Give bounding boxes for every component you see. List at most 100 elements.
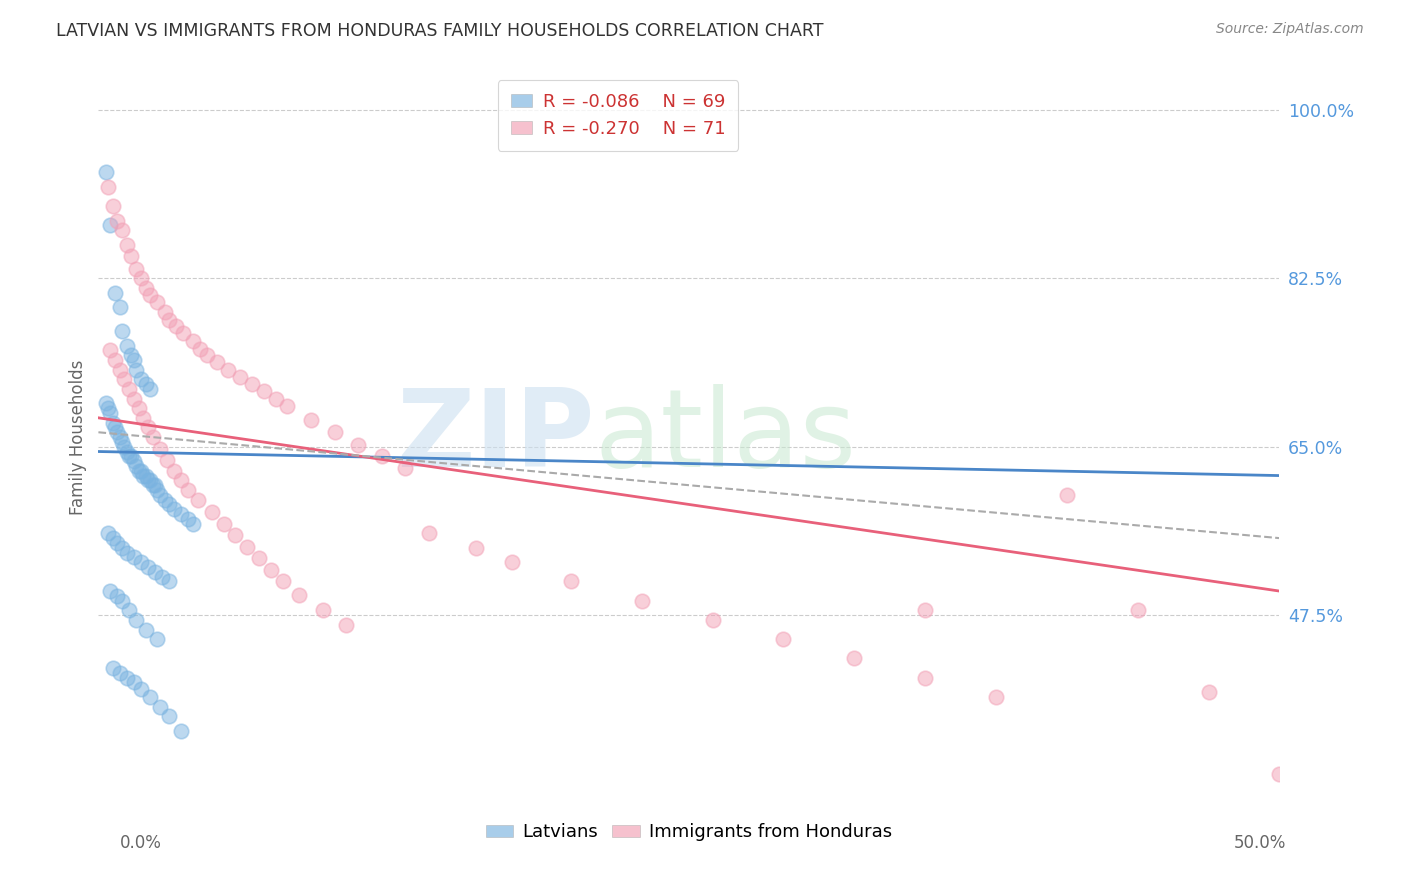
Point [112,440,135,454]
Point [157,574,180,589]
Point [224,528,246,542]
Point [150,569,173,583]
Point [136,560,159,574]
Point [115,545,138,559]
Point [97,179,120,194]
Point [129,271,152,285]
Point [98,406,121,420]
Text: LATVIAN VS IMMIGRANTS FROM HONDURAS FAMILY HOUSEHOLDS CORRELATION CHART: LATVIAN VS IMMIGRANTS FROM HONDURAS FAMI… [56,22,824,40]
Text: Source: ZipAtlas.com: Source: ZipAtlas.com [1216,22,1364,37]
Point [129,555,152,569]
Point [104,420,127,434]
Point [142,478,165,492]
Point [157,498,180,512]
Point [181,334,204,348]
Point [108,300,131,314]
Point [149,442,172,456]
Point [132,410,155,425]
Point [264,392,287,406]
Point [112,372,135,386]
Point [108,665,131,680]
Point [125,261,148,276]
Point [772,632,794,647]
Point [122,454,145,468]
Point [101,661,124,675]
Point [101,531,124,545]
Point [418,526,440,541]
Point [143,565,166,579]
Point [142,430,165,444]
Text: ZIP: ZIP [396,384,595,490]
Point [105,213,128,227]
Point [170,474,193,488]
Point [195,348,218,362]
Point [146,632,169,647]
Point [108,430,131,444]
Point [125,458,148,473]
Point [104,285,127,300]
Point [153,305,176,319]
Point [188,342,211,356]
Y-axis label: Family Households: Family Households [69,359,87,515]
Point [121,450,143,464]
Point [122,675,145,690]
Point [129,464,152,478]
Point [132,468,155,483]
Point [1056,488,1078,502]
Point [139,474,162,488]
Point [335,617,357,632]
Point [149,488,172,502]
Point [163,502,186,516]
Point [501,555,523,569]
Text: atlas: atlas [595,384,856,490]
Point [135,377,157,392]
Point [201,505,224,519]
Point [914,603,936,617]
Point [108,362,131,376]
Point [212,516,235,531]
Point [323,425,346,440]
Point [181,516,204,531]
Point [163,464,186,478]
Point [111,223,134,237]
Point [205,355,228,369]
Point [172,326,194,340]
Point [156,453,179,467]
Point [111,434,134,449]
Point [149,699,172,714]
Point [135,468,157,483]
Point [253,384,276,398]
Point [125,613,148,627]
Point [121,249,143,263]
Point [136,474,159,488]
Point [276,399,298,413]
Point [97,401,120,416]
Text: 50.0%: 50.0% [1234,834,1286,852]
Point [465,541,488,555]
Point [247,551,270,566]
Point [128,464,150,478]
Point [1198,685,1220,699]
Point [98,343,121,358]
Text: 0.0%: 0.0% [120,834,162,852]
Point [157,709,180,723]
Point [146,483,169,497]
Point [128,401,150,416]
Point [98,584,121,599]
Point [122,353,145,368]
Point [217,362,239,376]
Point [229,370,252,384]
Point [104,353,127,368]
Point [844,651,866,665]
Point [121,348,143,362]
Point [288,588,311,602]
Point [105,589,128,603]
Point [260,563,283,577]
Point [97,526,120,541]
Point [139,690,162,704]
Point [111,593,134,607]
Point [170,507,193,521]
Point [1268,767,1291,781]
Point [118,603,141,617]
Point [136,420,159,434]
